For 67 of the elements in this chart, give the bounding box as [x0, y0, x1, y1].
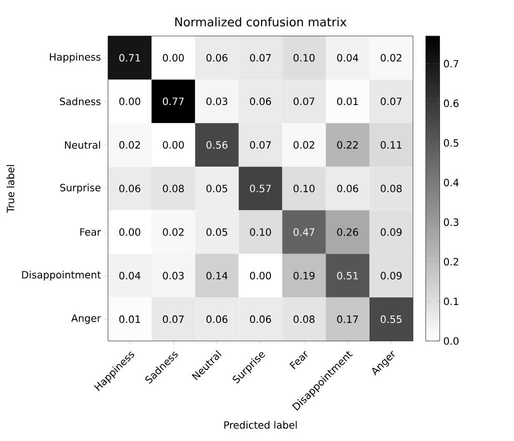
- data-label: 0.02: [380, 54, 402, 62]
- data-label: 0.02: [119, 141, 140, 149]
- data-label: 0.47: [294, 228, 314, 236]
- data-label: 0.04: [337, 54, 358, 62]
- data-label: 0.07: [250, 141, 271, 149]
- data-label: 0.51: [337, 272, 358, 280]
- data-label: 0.02: [294, 141, 314, 149]
- y-tick-label: Anger: [71, 314, 101, 324]
- data-label: 0.00: [162, 54, 184, 62]
- color-bar-label: 0.7: [444, 60, 458, 68]
- data-label: 0.01: [337, 98, 358, 106]
- data-label: 0.77: [162, 98, 184, 106]
- color-bar-label: 0.6: [444, 100, 459, 108]
- color-bar-label: 0.4: [444, 178, 459, 186]
- data-label: 0.71: [119, 54, 140, 62]
- data-label: 0.06: [250, 98, 272, 106]
- y-tick-label: Fear: [80, 228, 101, 236]
- x-axis-title: Predicted label: [224, 421, 297, 429]
- y-tick-label: Sadness: [60, 97, 100, 106]
- data-label: 0.04: [119, 272, 140, 280]
- data-label: 0.07: [294, 98, 314, 106]
- data-label: 0.11: [380, 141, 402, 149]
- data-label: 0.07: [380, 98, 402, 106]
- data-label: 0.09: [380, 228, 402, 236]
- y-tick-label: Surprise: [60, 184, 100, 194]
- y-tick-label: Neutral: [65, 141, 100, 149]
- data-label: 0.10: [294, 184, 315, 192]
- color-bar-label: 0.2: [444, 258, 458, 266]
- y-tick-label: Disappointment: [22, 270, 101, 280]
- color-bar-label: 0.3: [444, 218, 458, 226]
- data-label: 0.57: [250, 184, 271, 192]
- data-label: 0.08: [380, 184, 402, 192]
- chart-title: Normalized confusion matrix: [175, 17, 346, 26]
- data-label: 0.00: [250, 272, 271, 280]
- y-axis-title: True label: [6, 165, 14, 213]
- data-label: 0.22: [337, 141, 358, 149]
- data-label: 0.02: [162, 228, 184, 236]
- data-label: 0.06: [206, 54, 228, 62]
- data-label: 0.10: [294, 54, 315, 62]
- data-label: 0.14: [206, 272, 228, 280]
- data-label: 0.03: [162, 272, 184, 280]
- color-bar-label: 0.0: [444, 337, 459, 345]
- data-label: 0.05: [206, 228, 228, 236]
- data-label: 0.56: [206, 141, 228, 149]
- data-label: 0.09: [380, 272, 402, 280]
- y-tick-label: Happiness: [50, 52, 100, 63]
- data-label: 0.06: [206, 315, 228, 323]
- data-label: 0.55: [380, 315, 402, 323]
- data-label: 0.08: [294, 315, 315, 323]
- data-label: 0.00: [119, 98, 140, 106]
- data-label: 0.08: [162, 184, 184, 192]
- data-label: 0.06: [250, 315, 272, 323]
- color-bar-label: 0.5: [444, 139, 458, 147]
- data-label: 0.17: [337, 315, 358, 323]
- data-label: 0.06: [119, 184, 140, 192]
- color-bar-label: 0.1: [444, 298, 458, 306]
- data-label: 0.19: [294, 272, 314, 280]
- data-label: 0.00: [119, 228, 140, 236]
- data-label: 0.10: [250, 228, 271, 236]
- data-label: 0.07: [162, 315, 184, 323]
- data-label: 0.06: [337, 184, 358, 192]
- data-label: 0.03: [206, 98, 228, 106]
- data-label: 0.05: [206, 184, 228, 192]
- data-label: 0.26: [337, 228, 358, 236]
- data-label: 0.01: [119, 315, 140, 323]
- data-label: 0.00: [162, 141, 184, 149]
- data-label: 0.07: [250, 54, 271, 62]
